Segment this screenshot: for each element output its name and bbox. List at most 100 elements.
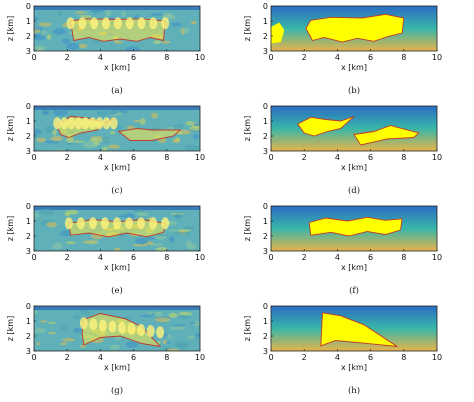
x-tick-label-h: 4 bbox=[335, 353, 340, 362]
x-tick-label-c: 10 bbox=[195, 153, 205, 162]
x-axis-label-e: x [km] bbox=[104, 263, 130, 272]
panel-caption-h: (h) bbox=[348, 385, 360, 396]
migrated-image-a bbox=[34, 6, 200, 51]
plot-frame-b bbox=[270, 5, 438, 52]
x-tick-label-c: 0 bbox=[31, 153, 36, 162]
z-tick-label-c: 2 bbox=[26, 132, 31, 141]
x-tick-label-e: 0 bbox=[31, 253, 36, 262]
z-tick-label-d: 2 bbox=[263, 132, 268, 141]
z-tick-label-h: 3 bbox=[263, 347, 268, 356]
z-axis-label-b: z [km] bbox=[243, 16, 252, 41]
z-tick-label-a: 0 bbox=[26, 2, 31, 11]
panel-g-svg: 0 2 4 6 8 10 0 1 2 3 x [km] z [km] (g) bbox=[6, 302, 205, 396]
x-tick-label-b: 8 bbox=[401, 53, 406, 62]
migrated-image-c bbox=[34, 106, 200, 151]
salt-body-h bbox=[320, 312, 398, 347]
z-tick-label-d: 3 bbox=[263, 147, 268, 156]
x-tick-label-e: 10 bbox=[195, 253, 205, 262]
x-tick-label-d: 0 bbox=[268, 153, 273, 162]
z-tick-label-h: 1 bbox=[263, 317, 268, 326]
z-tick-label-g: 2 bbox=[26, 332, 31, 341]
salt-fragment-b bbox=[271, 22, 285, 44]
z-axis-label-e: z [km] bbox=[6, 216, 15, 241]
panel-e: 0 2 4 6 8 10 0 1 2 3 x [km] z [km] (e) bbox=[0, 200, 237, 300]
x-tick-label-b: 4 bbox=[335, 53, 340, 62]
panel-h-svg: 0 2 4 6 8 10 0 1 2 3 x [km] z [km] (h) bbox=[243, 302, 442, 396]
x-tick-label-h: 0 bbox=[268, 353, 273, 362]
x-tick-label-c: 2 bbox=[65, 153, 70, 162]
x-tick-label-b: 6 bbox=[368, 53, 373, 62]
x-tick-label-e: 6 bbox=[131, 253, 136, 262]
z-tick-label-g: 3 bbox=[26, 347, 31, 356]
panel-caption-d: (d) bbox=[348, 185, 360, 196]
x-axis-label-c: x [km] bbox=[104, 163, 130, 172]
x-tick-label-d: 6 bbox=[368, 153, 373, 162]
plot-frame-a bbox=[33, 5, 201, 52]
x-tick-label-g: 10 bbox=[195, 353, 205, 362]
panel-a: 0 2 4 6 8 10 0 1 2 3 x [km] z [km] (a) bbox=[0, 0, 237, 100]
z-axis-label-g: z [km] bbox=[6, 316, 15, 341]
z-tick-label-b: 2 bbox=[263, 32, 268, 41]
z-tick-label-b: 3 bbox=[263, 47, 268, 56]
x-tick-label-f: 2 bbox=[302, 253, 307, 262]
x-tick-label-a: 8 bbox=[164, 53, 169, 62]
x-tick-label-h: 6 bbox=[368, 353, 373, 362]
panel-d-svg: 0 2 4 6 8 10 0 1 2 3 x [km] z [km] (d) bbox=[243, 102, 442, 196]
x-tick-label-e: 8 bbox=[164, 253, 169, 262]
panel-b: 0 2 4 6 8 10 0 1 2 3 x [km] z [km] (b) bbox=[237, 0, 474, 100]
plot-frame-e bbox=[33, 205, 201, 252]
x-tick-label-c: 6 bbox=[131, 153, 136, 162]
migrated-image-e bbox=[34, 206, 200, 251]
salt-outline-g bbox=[81, 313, 162, 348]
z-tick-label-c: 1 bbox=[26, 117, 31, 126]
z-tick-label-a: 2 bbox=[26, 32, 31, 41]
panel-caption-e: (e) bbox=[111, 285, 123, 296]
z-tick-label-e: 3 bbox=[26, 247, 31, 256]
panel-caption-g: (g) bbox=[111, 385, 123, 396]
salt-body-f bbox=[308, 216, 403, 237]
z-tick-label-a: 1 bbox=[26, 17, 31, 26]
x-axis-label-a: x [km] bbox=[104, 63, 130, 72]
x-tick-label-f: 4 bbox=[335, 253, 340, 262]
plot-frame-h bbox=[270, 305, 438, 352]
x-tick-label-g: 0 bbox=[31, 353, 36, 362]
z-tick-label-g: 0 bbox=[26, 302, 31, 311]
x-tick-label-f: 10 bbox=[432, 253, 442, 262]
x-tick-label-a: 10 bbox=[195, 53, 205, 62]
x-tick-label-g: 8 bbox=[164, 353, 169, 362]
salt-outline-c bbox=[117, 128, 182, 141]
panel-d: 0 2 4 6 8 10 0 1 2 3 x [km] z [km] (d) bbox=[237, 100, 474, 200]
x-tick-label-c: 8 bbox=[164, 153, 169, 162]
z-tick-label-h: 0 bbox=[263, 302, 268, 311]
plot-frame-d bbox=[270, 105, 438, 152]
panel-h: 0 2 4 6 8 10 0 1 2 3 x [km] z [km] (h) bbox=[237, 300, 474, 400]
x-tick-label-f: 0 bbox=[268, 253, 273, 262]
panel-b-svg: 0 2 4 6 8 10 0 1 2 3 x [km] z [km] (b) bbox=[243, 2, 442, 96]
z-tick-label-f: 0 bbox=[263, 202, 268, 211]
panel-caption-b: (b) bbox=[348, 85, 360, 96]
x-tick-label-b: 2 bbox=[302, 53, 307, 62]
x-tick-label-d: 10 bbox=[432, 153, 442, 162]
x-tick-label-a: 2 bbox=[65, 53, 70, 62]
z-tick-label-e: 1 bbox=[26, 217, 31, 226]
migrated-image-g bbox=[34, 306, 200, 351]
z-tick-label-d: 1 bbox=[263, 117, 268, 126]
z-tick-label-f: 2 bbox=[263, 232, 268, 241]
x-tick-label-h: 2 bbox=[302, 353, 307, 362]
z-tick-label-b: 1 bbox=[263, 17, 268, 26]
x-tick-label-d: 4 bbox=[335, 153, 340, 162]
x-tick-label-f: 6 bbox=[368, 253, 373, 262]
z-tick-label-e: 2 bbox=[26, 232, 31, 241]
z-tick-label-f: 3 bbox=[263, 247, 268, 256]
panel-caption-c: (c) bbox=[111, 185, 122, 196]
z-tick-label-d: 0 bbox=[263, 102, 268, 111]
z-tick-label-a: 3 bbox=[26, 47, 31, 56]
z-axis-label-a: z [km] bbox=[6, 16, 15, 41]
x-tick-label-f: 8 bbox=[401, 253, 406, 262]
panel-f: 0 2 4 6 8 10 0 1 2 3 x [km] z [km] (f) bbox=[237, 200, 474, 300]
x-axis-label-d: x [km] bbox=[341, 163, 367, 172]
z-tick-label-b: 0 bbox=[263, 2, 268, 11]
x-tick-label-a: 4 bbox=[98, 53, 103, 62]
x-tick-label-g: 6 bbox=[131, 353, 136, 362]
x-tick-label-h: 8 bbox=[401, 353, 406, 362]
